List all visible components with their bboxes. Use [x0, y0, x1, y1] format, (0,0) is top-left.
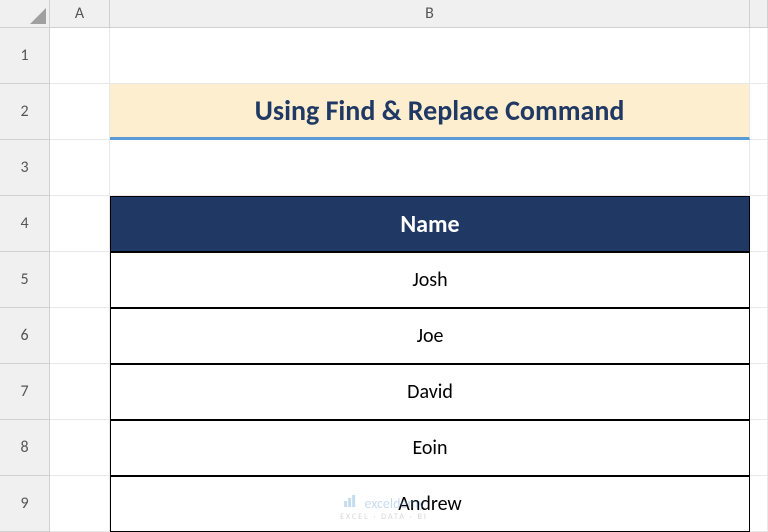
cell-a4[interactable] — [50, 196, 110, 252]
cell-a7[interactable] — [50, 364, 110, 420]
cell-c6[interactable] — [750, 308, 768, 364]
table-header[interactable]: Name — [110, 196, 750, 252]
title-cell[interactable]: Using Find & Replace Command — [110, 84, 750, 140]
cell-c4[interactable] — [750, 196, 768, 252]
table-row[interactable]: Josh — [110, 252, 750, 308]
table-row[interactable]: Eoin — [110, 420, 750, 476]
cell-b1[interactable] — [110, 28, 750, 84]
cell-a5[interactable] — [50, 252, 110, 308]
table-row[interactable]: Joe — [110, 308, 750, 364]
cell-b3[interactable] — [110, 140, 750, 196]
cell-a3[interactable] — [50, 140, 110, 196]
cell-c1[interactable] — [750, 28, 768, 84]
row-header-8[interactable]: 8 — [0, 420, 50, 476]
col-header-a[interactable]: A — [50, 0, 110, 28]
select-all-corner[interactable] — [0, 0, 50, 28]
row-header-3[interactable]: 3 — [0, 140, 50, 196]
cell-c2[interactable] — [750, 84, 768, 140]
row-header-6[interactable]: 6 — [0, 308, 50, 364]
row-header-4[interactable]: 4 — [0, 196, 50, 252]
cell-a1[interactable] — [50, 28, 110, 84]
table-row[interactable]: Andrew — [110, 476, 750, 532]
cell-c7[interactable] — [750, 364, 768, 420]
cell-c3[interactable] — [750, 140, 768, 196]
col-header-c[interactable] — [750, 0, 768, 28]
row-header-1[interactable]: 1 — [0, 28, 50, 84]
row-header-5[interactable]: 5 — [0, 252, 50, 308]
col-header-b[interactable]: B — [110, 0, 750, 28]
row-header-9[interactable]: 9 — [0, 476, 50, 532]
cell-a6[interactable] — [50, 308, 110, 364]
cell-c8[interactable] — [750, 420, 768, 476]
row-header-7[interactable]: 7 — [0, 364, 50, 420]
cell-c5[interactable] — [750, 252, 768, 308]
cell-a2[interactable] — [50, 84, 110, 140]
row-header-2[interactable]: 2 — [0, 84, 50, 140]
spreadsheet-grid: A B 1 2 Using Find & Replace Command 3 4… — [0, 0, 768, 532]
cell-a9[interactable] — [50, 476, 110, 532]
cell-c9[interactable] — [750, 476, 768, 532]
cell-a8[interactable] — [50, 420, 110, 476]
table-row[interactable]: David — [110, 364, 750, 420]
